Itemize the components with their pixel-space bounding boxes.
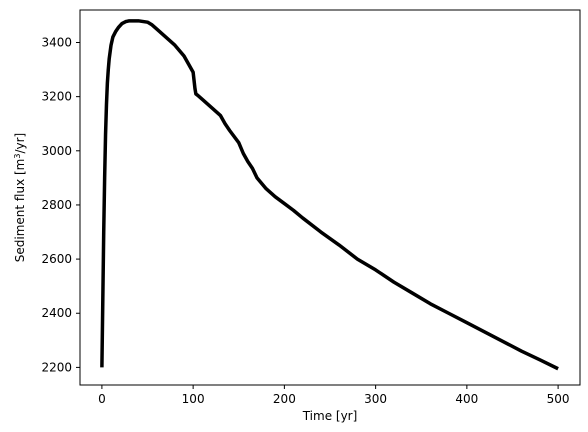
x-tick-label: 200 (273, 392, 296, 406)
plot-area (100, 19, 559, 371)
axes-frame (79, 9, 581, 386)
x-axis-label: Time [yr] (302, 409, 358, 423)
x-axis: 0 100 200 300 400 500 (98, 385, 570, 406)
x-tick-label: 500 (547, 392, 570, 406)
y-tick-label: 2200 (41, 360, 72, 374)
y-axis-label: Sediment flux [m3/yr] (13, 133, 28, 262)
series-line-0 (100, 19, 559, 371)
y-axis: 2200 2400 2600 2800 3000 3200 3400 (41, 35, 80, 374)
y-tick-label: 2400 (41, 306, 72, 320)
y-tick-label: 3200 (41, 90, 72, 104)
y-axis-label-prefix: Sediment flux [m (13, 159, 27, 263)
y-tick-label: 3400 (41, 35, 72, 49)
x-tick-label: 400 (455, 392, 478, 406)
y-tick-label: 3000 (41, 144, 72, 158)
y-tick-label: 2600 (41, 252, 72, 266)
y-axis-label-superscript: 3 (13, 154, 22, 159)
x-tick-label: 0 (98, 392, 106, 406)
x-tick-label: 300 (364, 392, 387, 406)
y-axis-label-suffix: /yr] (13, 133, 27, 154)
x-tick-label: 100 (182, 392, 205, 406)
y-tick-label: 2800 (41, 198, 72, 212)
